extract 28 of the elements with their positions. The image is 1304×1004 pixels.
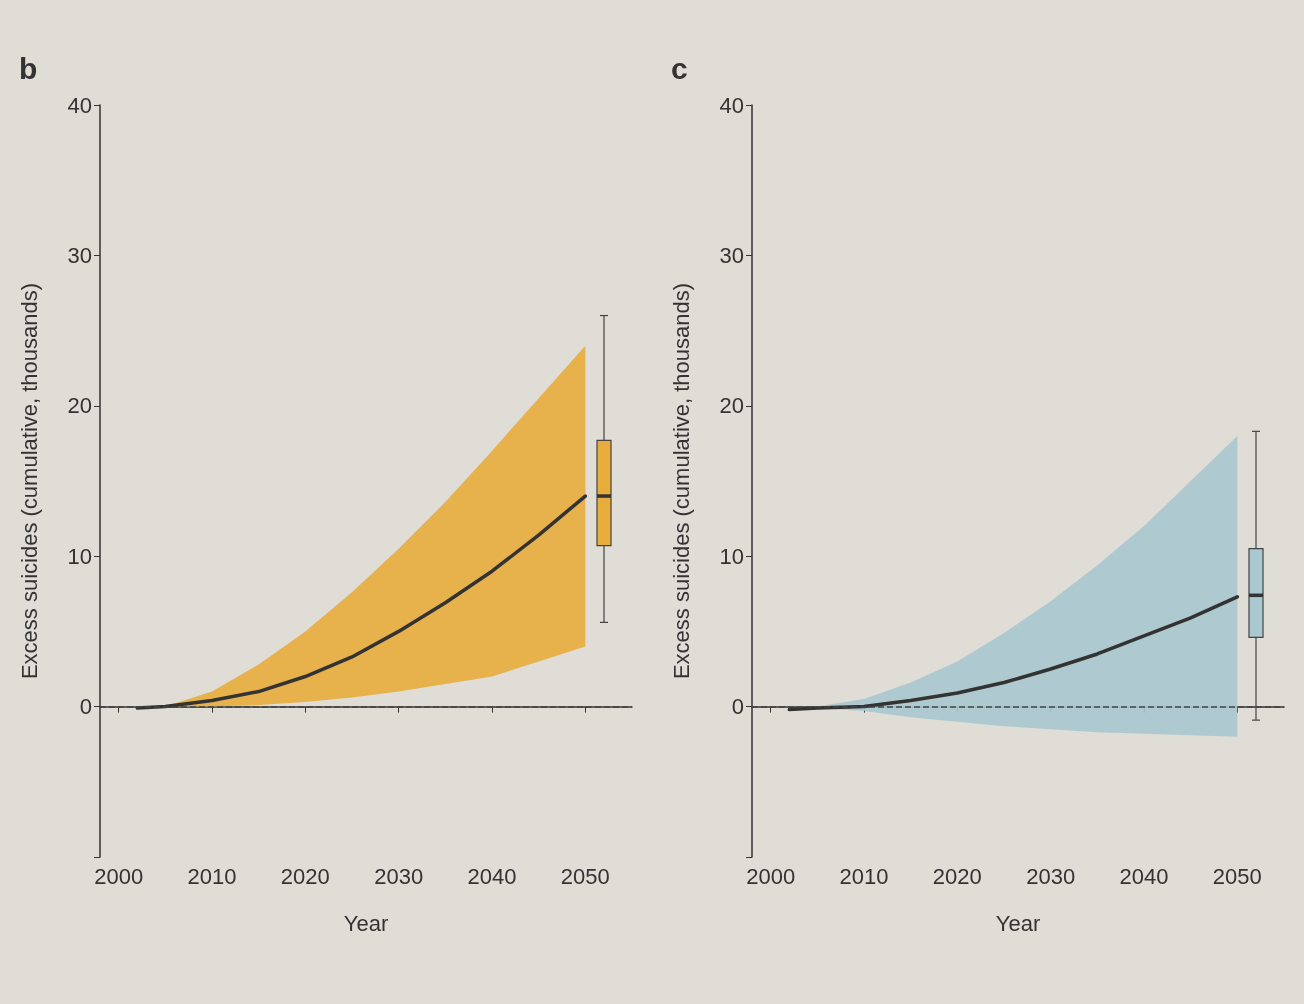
x-tick-label: 2020 <box>280 863 330 889</box>
x-tick-label: 2030 <box>374 863 424 889</box>
x-axis-title: Year <box>343 910 389 936</box>
y-tick-label: 30 <box>67 242 92 268</box>
y-tick-label: 0 <box>79 694 92 720</box>
y-tick-label: 0 <box>731 694 744 720</box>
y-axis-title: Excess suicides (cumulative, thousands) <box>668 282 694 680</box>
x-axis-title: Year <box>995 910 1041 936</box>
y-tick-label: 10 <box>719 543 744 569</box>
x-tick-label: 2050 <box>560 863 610 889</box>
x-tick-label: 2000 <box>746 863 796 889</box>
chart-title: b <box>19 51 38 85</box>
y-tick-label: 20 <box>67 393 92 419</box>
y-tick-label: 30 <box>719 242 744 268</box>
y-tick-label: 40 <box>719 92 744 118</box>
chart-title: c <box>671 51 688 85</box>
y-axis-title: Excess suicides (cumulative, thousands) <box>16 282 42 680</box>
x-tick-label: 2030 <box>1026 863 1076 889</box>
x-tick-label: 2040 <box>1119 863 1169 889</box>
x-tick-label: 2010 <box>839 863 889 889</box>
y-tick-label: 20 <box>719 393 744 419</box>
y-tick-label: 10 <box>67 543 92 569</box>
y-tick-label: 40 <box>67 92 92 118</box>
x-tick-label: 2020 <box>932 863 982 889</box>
x-tick-label: 2000 <box>94 863 144 889</box>
x-tick-label: 2050 <box>1212 863 1262 889</box>
x-tick-label: 2010 <box>187 863 237 889</box>
x-tick-label: 2040 <box>467 863 517 889</box>
